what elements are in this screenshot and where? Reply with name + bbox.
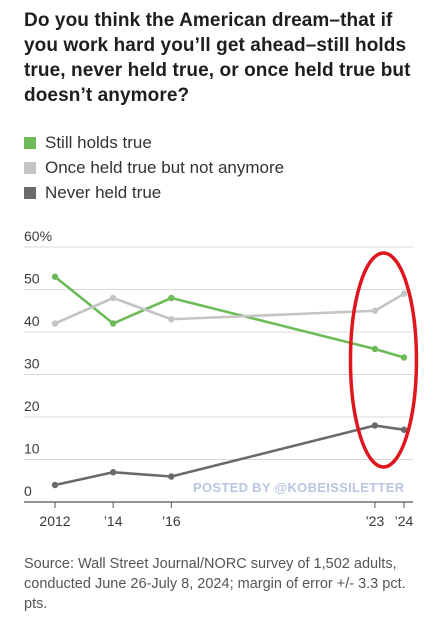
data-point bbox=[109, 469, 117, 476]
source-note: Source: Wall Street Journal/NORC survey … bbox=[24, 556, 406, 612]
data-point bbox=[400, 426, 408, 433]
data-point bbox=[51, 320, 59, 327]
y-tick-label: 40 bbox=[24, 313, 40, 329]
data-point bbox=[168, 294, 175, 302]
data-point bbox=[51, 481, 59, 489]
y-tick-label: 0 bbox=[24, 483, 32, 499]
x-tick-label: ’14 bbox=[104, 513, 123, 529]
y-tick-label: 50 bbox=[24, 271, 40, 287]
y-tick-label: 30 bbox=[24, 356, 40, 372]
chart-legend: Still holds true Once held true but not a… bbox=[24, 130, 284, 205]
x-tick-label: 2012 bbox=[39, 513, 70, 529]
legend-item: Once held true but not anymore bbox=[24, 155, 284, 180]
data-point bbox=[371, 307, 379, 314]
x-tick-label: ’23 bbox=[366, 513, 385, 529]
y-tick-label: 60% bbox=[24, 228, 52, 244]
legend-swatch bbox=[24, 136, 36, 149]
highlight-circle bbox=[348, 251, 419, 469]
data-point bbox=[400, 354, 408, 361]
legend-label: Once held true but not anymore bbox=[45, 157, 285, 177]
data-point bbox=[400, 290, 408, 297]
data-point bbox=[168, 473, 175, 480]
x-tick-label: ’24 bbox=[395, 513, 414, 529]
legend-label: Still holds true bbox=[45, 132, 152, 152]
x-tick-label: ’16 bbox=[162, 513, 181, 529]
chart-title: Do you think the American dream–that if … bbox=[24, 10, 411, 106]
legend-swatch bbox=[24, 161, 36, 174]
legend-item: Still holds true bbox=[24, 130, 284, 155]
legend-swatch bbox=[24, 186, 36, 199]
data-point bbox=[109, 294, 117, 302]
y-tick-label: 10 bbox=[24, 441, 40, 457]
data-point bbox=[168, 316, 175, 323]
legend-item: Never held true bbox=[24, 180, 284, 205]
series-line bbox=[53, 424, 406, 487]
data-point bbox=[109, 320, 117, 327]
data-point bbox=[371, 422, 379, 429]
data-point bbox=[371, 345, 379, 353]
watermark-text: POSTED BY @KOBEISSILETTER bbox=[193, 480, 405, 495]
y-tick-label: 20 bbox=[24, 398, 40, 414]
data-point bbox=[51, 273, 59, 280]
legend-label: Never held true bbox=[45, 182, 162, 202]
